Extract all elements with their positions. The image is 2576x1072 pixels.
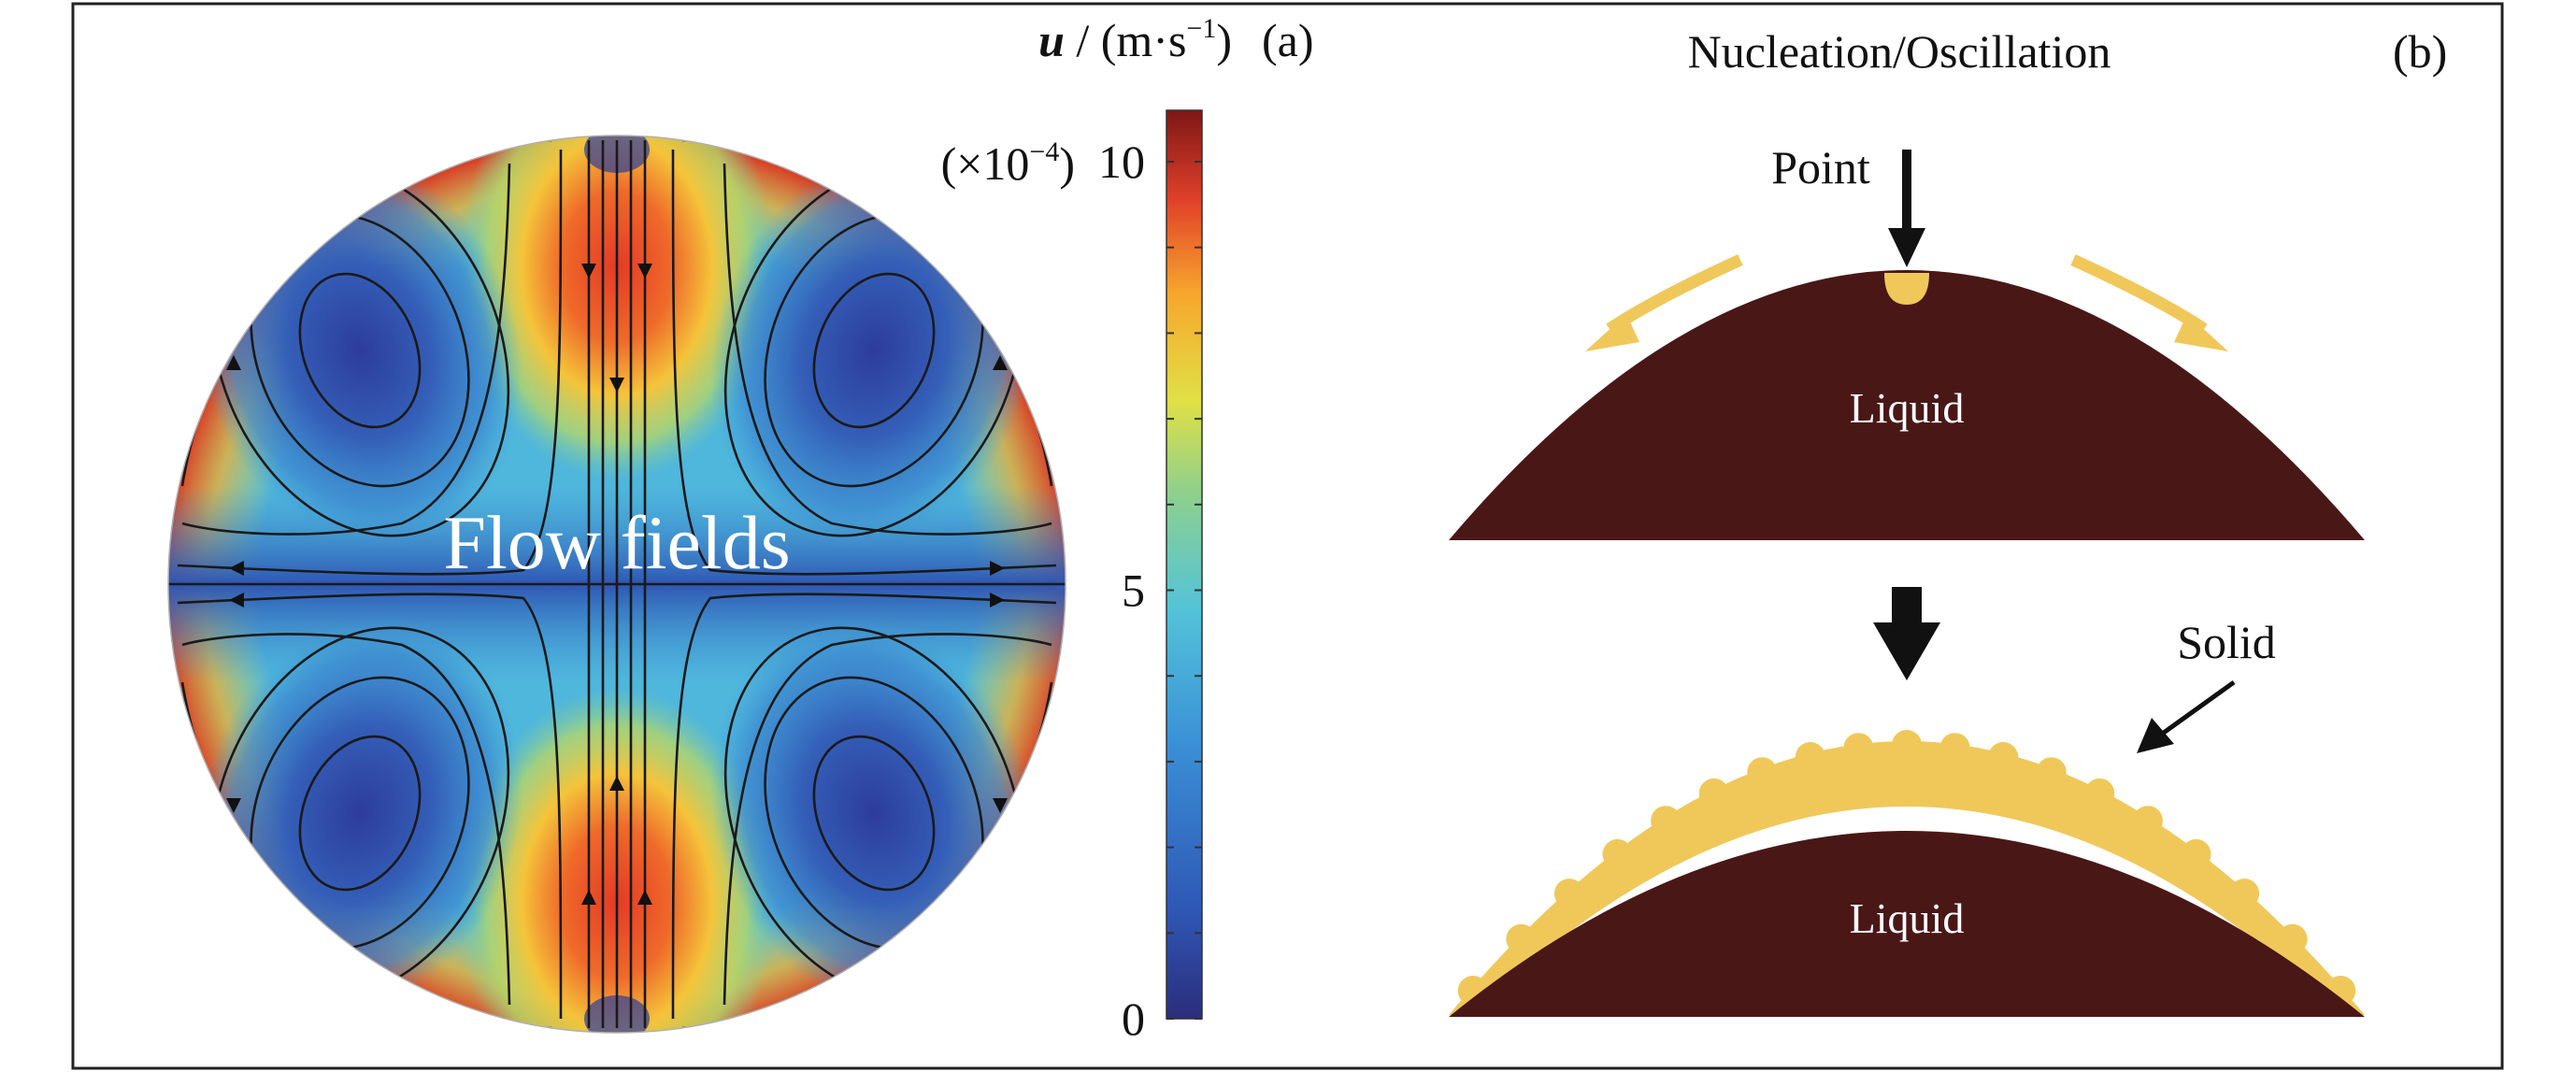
colorbar-multiplier-base: (×10 (941, 137, 1030, 190)
solid-bump (2277, 923, 2308, 954)
colorbar-multiplier: (×10−4) (941, 136, 1075, 190)
nucleation-point (1884, 273, 1929, 305)
colorbar-unit: / (m·s (1065, 14, 1187, 66)
panel-a-label: (a) (1262, 14, 1314, 66)
panel-a: Flow fields u / (m·s−1) (a) (×10−4) 10 5 0 (167, 13, 1314, 1045)
colorbar-unit-exponent: −1 (1186, 13, 1216, 44)
point-arrow (1888, 150, 1925, 267)
solid-bump (1553, 879, 1584, 909)
flow-field-disc (168, 136, 1066, 1033)
solid-bump (2036, 757, 2067, 788)
spread-arrow-right (2070, 254, 2228, 351)
colorbar-multiplier-close: ) (1059, 137, 1075, 190)
solid-bump (2132, 806, 2163, 836)
panel-b-label: (b) (2393, 25, 2447, 78)
liquid-label-bottom: Liquid (1850, 894, 1965, 942)
flow-fields-label: Flow fields (443, 500, 790, 585)
solid-bump (1795, 742, 1825, 772)
solid-bump (2229, 879, 2260, 909)
colorbar-ticks: 10 5 0 (1098, 136, 1202, 1045)
solid-bump (1602, 838, 1633, 869)
solid-bump (2084, 778, 2115, 808)
solid-arrow (2137, 679, 2236, 753)
figure-border (71, 2, 2504, 1070)
solid-bump (1939, 733, 1970, 764)
solid-bump (1506, 923, 1537, 954)
solid-label: Solid (2177, 616, 2276, 668)
solid-bump (1892, 730, 1922, 760)
transition-arrow (1873, 587, 1940, 680)
solid-bump (1698, 778, 1729, 808)
panel-b: Nucleation/Oscillation (b) Liquid Point … (1449, 25, 2447, 1017)
colorbar (1166, 109, 1203, 1020)
colorbar-tick-label: 5 (1122, 565, 1145, 617)
point-label: Point (1771, 141, 1870, 193)
colorbar-multiplier-exponent: −4 (1029, 136, 1059, 167)
streamlines (168, 138, 1066, 1030)
colorbar-quantity: u (1038, 14, 1065, 66)
solid-bump (2181, 838, 2211, 869)
colorbar-title: u / (m·s−1) (1038, 13, 1232, 66)
liquid-dome-top (1449, 270, 2365, 540)
solid-bump (1747, 757, 1778, 788)
colorbar-tick-label: 10 (1098, 136, 1145, 188)
solid-bump (1988, 742, 2019, 772)
solid-shell (1449, 741, 2365, 1015)
colorbar-unit-close: ) (1216, 14, 1232, 66)
panel-b-title: Nucleation/Oscillation (1688, 25, 2111, 78)
liquid-dome-bottom (1449, 831, 2365, 1017)
liquid-label-top: Liquid (1850, 384, 1965, 432)
solid-bump (1843, 733, 1874, 764)
solid-bumps (1457, 730, 2356, 1006)
colorbar-tick-label: 0 (1122, 993, 1145, 1045)
solid-bump (1651, 806, 1682, 836)
spread-arrow-left (1585, 254, 1743, 351)
